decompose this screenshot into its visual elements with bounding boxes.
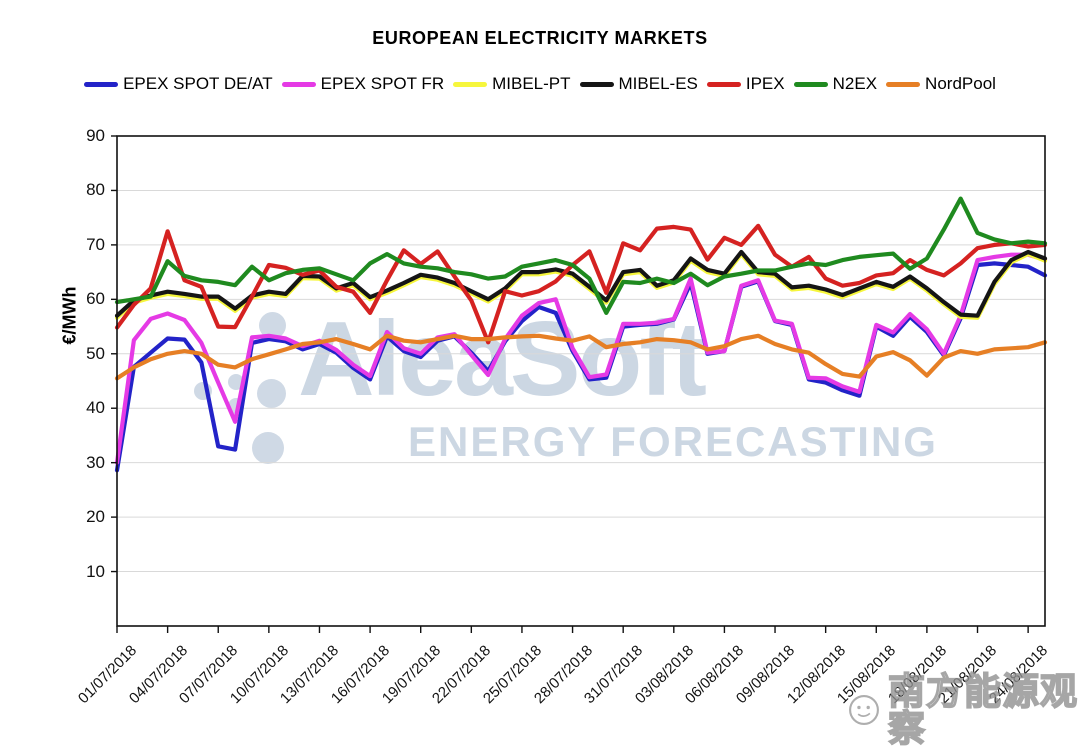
legend-item: IPEX xyxy=(706,74,785,94)
legend-label: EPEX SPOT FR xyxy=(320,74,445,93)
chart-legend: EPEX SPOT DE/AT EPEX SPOT FR MIBEL-PT MIBEL… xyxy=(0,74,1080,94)
cn-watermark-icon xyxy=(849,695,879,725)
watermark-logo-dot xyxy=(252,432,284,464)
legend-item: MIBEL-PT xyxy=(453,74,571,94)
cn-watermark-text: 南方能源观察 xyxy=(887,671,1078,749)
legend-swatch xyxy=(84,81,119,87)
legend-label: N2EX xyxy=(832,74,878,93)
watermark-tagline-text: ENERGY FORECASTING xyxy=(408,418,938,465)
cn-watermark: 南方能源观察 xyxy=(848,672,1080,748)
legend-label: MIBEL-PT xyxy=(492,74,571,93)
legend-label: EPEX SPOT DE/AT xyxy=(123,74,273,93)
legend-swatch xyxy=(793,81,828,87)
legend-label: NordPool xyxy=(925,74,996,93)
legend-swatch xyxy=(579,81,614,87)
watermark-logo-dot xyxy=(228,374,244,390)
watermark-logo-dot xyxy=(257,379,286,408)
legend-swatch xyxy=(281,81,316,87)
legend-label: IPEX xyxy=(745,74,785,93)
legend-swatch xyxy=(886,81,921,87)
legend-item: MIBEL-ES xyxy=(579,74,698,94)
legend-swatch xyxy=(453,81,488,87)
legend-label: MIBEL-ES xyxy=(618,74,698,93)
legend-swatch xyxy=(706,81,741,87)
chart-title: EUROPEAN ELECTRICITY MARKETS xyxy=(372,28,708,48)
legend-item: N2EX xyxy=(793,74,878,94)
legend-item: EPEX SPOT FR xyxy=(281,74,445,94)
legend-item: NordPool xyxy=(886,74,996,94)
legend-item: EPEX SPOT DE/AT xyxy=(84,74,273,94)
